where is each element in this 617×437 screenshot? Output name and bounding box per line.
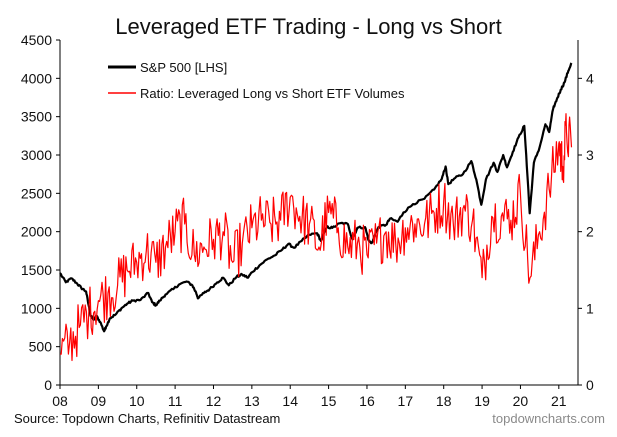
- x-tick-label: 16: [359, 393, 375, 409]
- y-left-tick-label: 0: [44, 377, 52, 393]
- x-tick-label: 21: [551, 393, 567, 409]
- chart-title: Leveraged ETF Trading - Long vs Short: [115, 14, 502, 39]
- y-left-tick-label: 1500: [21, 262, 52, 278]
- x-tick-label: 19: [474, 393, 490, 409]
- y-right-tick-label: 1: [586, 300, 594, 316]
- x-tick-label: 09: [91, 393, 107, 409]
- series-line-ratio: [59, 113, 573, 362]
- x-tick-label: 12: [206, 393, 222, 409]
- y-right-tick-label: 4: [586, 70, 594, 86]
- x-tick-label: 14: [282, 393, 298, 409]
- legend-label-sp500: S&P 500 [LHS]: [140, 60, 227, 75]
- x-tick-label: 20: [513, 393, 529, 409]
- y-left-tick-label: 4000: [21, 70, 52, 86]
- site-url: topdowncharts.com: [492, 411, 605, 426]
- source-note: Source: Topdown Charts, Refinitiv Datast…: [14, 411, 281, 426]
- x-tick-label: 11: [168, 393, 183, 409]
- y-left-tick-label: 3500: [21, 109, 52, 125]
- legend-label-ratio: Ratio: Leveraged Long vs Short ETF Volum…: [140, 86, 405, 101]
- y-right-tick-label: 2: [586, 224, 594, 240]
- y-right-tick-label: 3: [586, 147, 594, 163]
- series-line-sp500: [59, 62, 573, 333]
- x-tick-label: 13: [244, 393, 260, 409]
- y-left-tick-label: 4500: [21, 32, 52, 48]
- y-left-tick-label: 2500: [21, 185, 52, 201]
- x-tick-label: 10: [129, 393, 145, 409]
- x-tick-label: 08: [52, 393, 68, 409]
- y-left-tick-label: 2000: [21, 224, 52, 240]
- y-left-tick-label: 1000: [21, 300, 52, 316]
- y-left-tick-label: 3000: [21, 147, 52, 163]
- x-tick-label: 17: [398, 393, 414, 409]
- y-left-tick-label: 500: [29, 339, 53, 355]
- y-right-tick-label: 0: [586, 377, 594, 393]
- x-tick-label: 18: [436, 393, 452, 409]
- x-tick-label: 15: [321, 393, 337, 409]
